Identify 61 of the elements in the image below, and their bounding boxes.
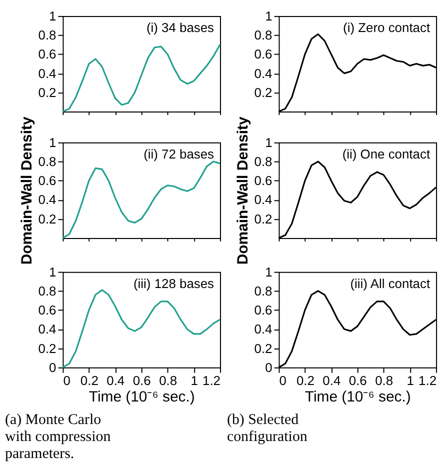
- y-tick-label: 0.6: [38, 302, 56, 318]
- x-tick-label: 0.8: [159, 372, 178, 388]
- y-tick-label: 0.6: [254, 173, 272, 188]
- annotation: (iii) 128 bases: [133, 276, 214, 291]
- text: (a) Monte Carlo with compression parameters.: [4, 412, 112, 462]
- x-tick-label: 1.2: [418, 372, 437, 388]
- line-series: [62, 44, 221, 112]
- y-tick-label: 0.8: [254, 283, 272, 298]
- y-tick-label: 0.4: [254, 192, 272, 208]
- y-tick-label: 0.8: [254, 28, 272, 43]
- x-tick-label: 0.2: [296, 372, 314, 388]
- y-tick-label: 0.2: [38, 211, 56, 226]
- y-tick-label: 0.4: [38, 192, 56, 208]
- y-axis-title: Domain-Wall Density: [18, 116, 36, 265]
- y-tick-label: 1: [49, 8, 56, 24]
- y-tick-label: 0.6: [254, 302, 272, 318]
- y-tick-label: 0.2: [254, 84, 272, 100]
- y-tick-label: 0.8: [254, 154, 272, 170]
- y-tick-label: 1: [49, 134, 56, 150]
- y-tick-label: 0.2: [254, 211, 272, 226]
- x-tick-label: 0.6: [348, 372, 367, 388]
- x-tick-label: 0: [63, 372, 70, 388]
- annotation: (ii) One contact: [342, 146, 430, 162]
- y-tick-label: 0.6: [38, 46, 56, 62]
- y-tick-label: 0.4: [254, 322, 272, 337]
- annotation: (ii) 72 bases: [144, 146, 214, 162]
- line-series: [62, 160, 221, 239]
- y-tick-label: 1: [265, 8, 272, 24]
- x-axis-title: Time (10⁻⁶ sec.): [304, 388, 411, 406]
- y-tick-label: 0: [265, 360, 272, 375]
- y-tick-label: 1: [265, 264, 272, 280]
- y-tick-label: 0.2: [254, 340, 272, 356]
- x-tick-label: 0.8: [375, 372, 394, 388]
- x-tick-label: 1: [190, 372, 198, 388]
- y-tick-label: 0.6: [38, 173, 56, 188]
- annotation: (i) 34 bases: [146, 20, 214, 35]
- x-tick-label: 0.4: [322, 372, 341, 388]
- text: (b) Selected configuration: [226, 412, 308, 446]
- y-tick-label: 0.8: [38, 154, 56, 170]
- annotation: (iii) All contact: [350, 276, 430, 291]
- y-tick-label: 0.8: [38, 283, 56, 298]
- y-tick-label: 0.2: [38, 84, 56, 100]
- y-tick-label: 0.8: [38, 28, 56, 43]
- y-tick-label: 0.4: [38, 66, 56, 81]
- y-tick-label: 1: [49, 264, 56, 280]
- x-tick-label: 1.2: [202, 372, 220, 388]
- x-axis-title: Time (10⁻⁶ sec.): [88, 388, 195, 406]
- x-tick-label: 1: [406, 372, 414, 388]
- y-tick-label: 0.2: [38, 340, 56, 356]
- line-series: [62, 289, 221, 368]
- x-tick-label: 0.2: [80, 372, 98, 388]
- y-tick-label: 1: [265, 134, 272, 150]
- x-tick-label: 0.6: [132, 372, 151, 388]
- y-tick-label: 0.4: [254, 66, 272, 81]
- y-axis-title: Domain-Wall Density: [234, 116, 252, 265]
- y-tick-label: 0.6: [254, 46, 272, 62]
- y-tick-label: 0: [49, 360, 56, 375]
- annotation: (i) Zero contact: [343, 20, 430, 35]
- x-tick-label: 0: [279, 372, 286, 388]
- y-tick-label: 0.4: [38, 322, 56, 337]
- x-tick-label: 0.4: [106, 372, 125, 388]
